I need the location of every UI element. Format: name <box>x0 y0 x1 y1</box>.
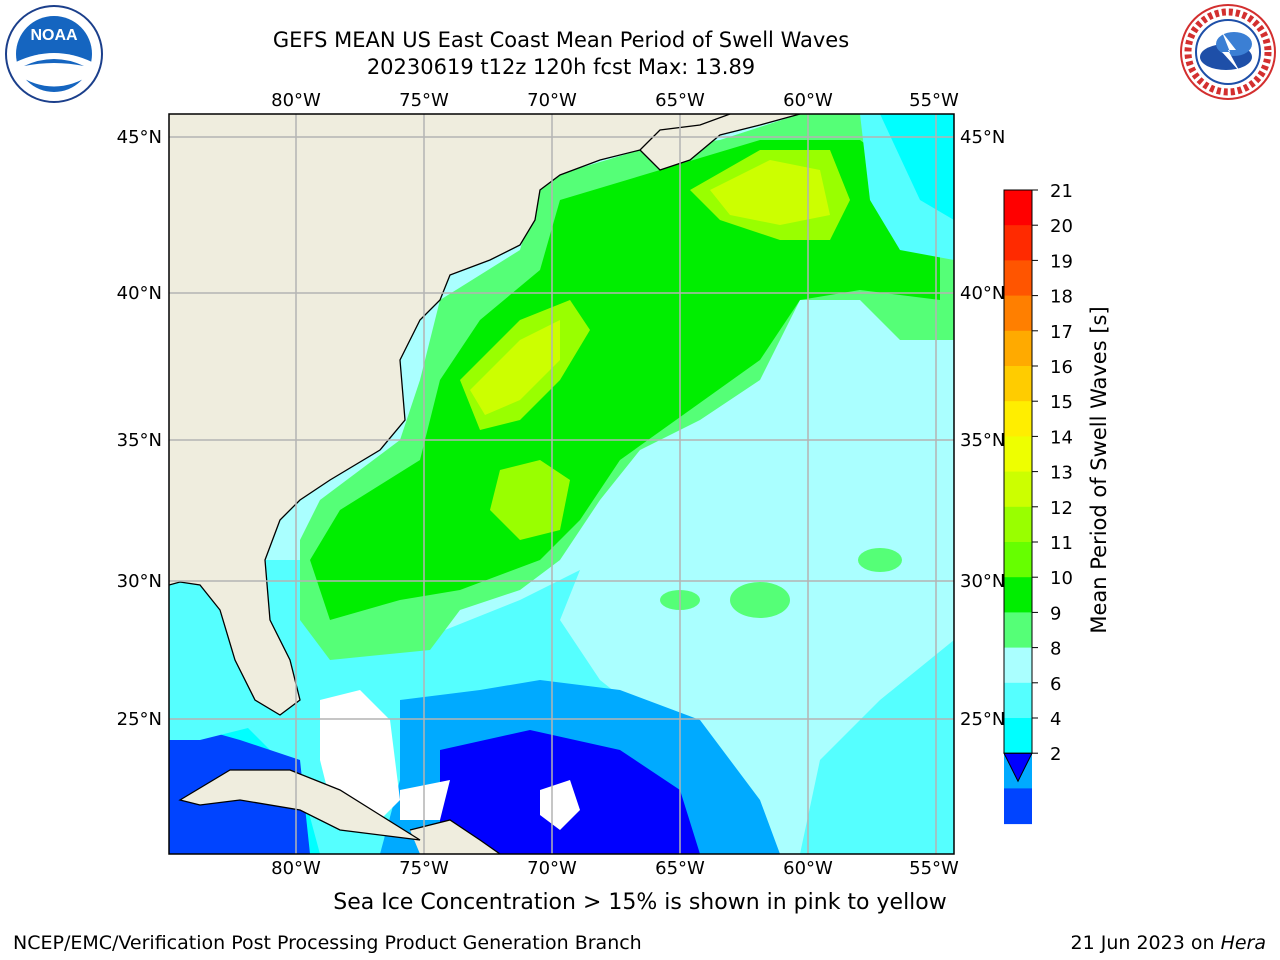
colorbar-segment <box>1004 577 1032 613</box>
lat-label-right: 25°N <box>960 709 1005 730</box>
lon-label-bottom: 75°W <box>399 858 449 879</box>
colorbar-segment <box>1004 682 1032 719</box>
date-stamp: 21 Jun 2023 on Hera <box>1071 932 1266 954</box>
lat-label-left: 45°N <box>117 127 162 148</box>
lat-label-right: 45°N <box>960 127 1005 148</box>
lon-label-top: 70°W <box>527 90 577 111</box>
colorbar-tick-label: 4 <box>1050 709 1061 730</box>
nws-logo <box>1178 2 1278 102</box>
colorbar-segment <box>1004 295 1032 332</box>
colorbar: 21 20 19 18 17 16 15 14 13 12 11 10 9 8 6 4 2 <box>1003 181 1073 825</box>
lon-label-top: 65°W <box>655 90 705 111</box>
colorbar-segment <box>1004 506 1032 543</box>
map-title: GEFS MEAN US East Coast Mean Period of S… <box>272 28 850 52</box>
colorbar-tick-label: 19 <box>1050 251 1073 272</box>
sea-ice-note: Sea Ice Concentration > 15% is shown in … <box>333 890 947 915</box>
date-text: 21 Jun 2023 on <box>1070 932 1221 954</box>
colorbar-tick-label: 9 <box>1050 603 1061 624</box>
lat-label-left: 35°N <box>117 430 162 451</box>
colorbar-segment <box>1004 718 1032 754</box>
lon-label-bottom: 65°W <box>655 858 705 879</box>
colorbar-tick-label: 11 <box>1050 533 1073 554</box>
lon-label-top: 75°W <box>399 90 449 111</box>
colorbar-tick-label: 13 <box>1050 463 1073 484</box>
colorbar-tick-label: 2 <box>1050 744 1061 765</box>
credit-line: NCEP/EMC/Verification Post Processing Pr… <box>13 932 642 954</box>
colorbar-segment <box>1004 471 1032 508</box>
lon-label-top: 60°W <box>783 90 833 111</box>
colorbar-segment <box>1004 260 1032 297</box>
machine-name: Hera <box>1220 932 1266 954</box>
lat-label-left: 40°N <box>117 283 162 304</box>
lon-label-top: 55°W <box>909 90 959 111</box>
lat-label-right: 30°N <box>960 571 1005 592</box>
colorbar-segment <box>1004 225 1032 261</box>
colorbar-tick-label: 15 <box>1050 392 1073 413</box>
colorbar-segment <box>1004 401 1032 437</box>
colorbar-tick-label: 6 <box>1050 674 1061 695</box>
swell-period-field <box>169 114 954 854</box>
colorbar-segment <box>1004 436 1032 473</box>
axis-labels: 80°W 75°W 70°W 65°W 60°W 55°W 80°W 75°W … <box>117 90 1006 879</box>
colorbar-tick-label: 8 <box>1050 639 1061 660</box>
colorbar-segment <box>1004 647 1032 684</box>
colorbar-tick-label: 20 <box>1050 216 1073 237</box>
colorbar-tick-label: 12 <box>1050 498 1073 519</box>
lon-label-bottom: 60°W <box>783 858 833 879</box>
lat-label-right: 40°N <box>960 283 1005 304</box>
colorbar-tick-label: 18 <box>1050 287 1073 308</box>
colorbar-tick-label: 10 <box>1050 568 1073 589</box>
colorbar-label: Mean Period of Swell Waves [s] <box>1087 306 1111 633</box>
lon-label-bottom: 70°W <box>527 858 577 879</box>
lon-label-top: 80°W <box>271 90 321 111</box>
colorbar-segment <box>1004 366 1032 402</box>
colorbar-segment <box>1004 542 1032 578</box>
colorbar-segment <box>1004 330 1032 367</box>
colorbar-tick-label: 16 <box>1050 357 1073 378</box>
colorbar-tick-label: 14 <box>1050 427 1073 448</box>
map-subtitle: 20230619 t12z 120h fcst Max: 13.89 <box>366 55 756 79</box>
colorbar-segment <box>1004 788 1032 825</box>
colorbar-tick-label: 21 <box>1050 181 1073 202</box>
lat-label-right: 35°N <box>960 430 1005 451</box>
lon-label-bottom: 55°W <box>909 858 959 879</box>
svg-text:NOAA: NOAA <box>30 27 78 44</box>
colorbar-segment <box>1004 612 1032 649</box>
colorbar-segment <box>1004 190 1032 226</box>
lat-label-left: 25°N <box>117 709 162 730</box>
noaa-logo: NOAA <box>4 4 104 104</box>
map-frame <box>168 113 955 855</box>
lat-label-left: 30°N <box>117 571 162 592</box>
colorbar-tick-label: 17 <box>1050 322 1073 343</box>
lon-label-bottom: 80°W <box>271 858 321 879</box>
